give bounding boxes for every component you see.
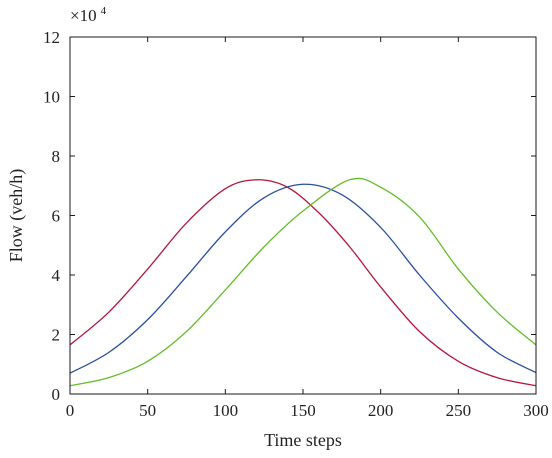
series-line-1	[69, 179, 537, 387]
x-tick-label: 200	[368, 401, 394, 420]
series-line-2	[69, 183, 537, 374]
y-exponent-power: 4	[101, 5, 107, 17]
y-axis-label: Flow (veh/h)	[6, 169, 27, 263]
y-exponent-base: ×10	[70, 6, 97, 25]
x-tick-label: 50	[139, 401, 156, 420]
y-tick-label: 12	[43, 28, 60, 47]
x-tick-label: 100	[213, 401, 239, 420]
x-tick-label: 300	[523, 401, 549, 420]
tick-marks	[69, 36, 537, 395]
y-tick-label: 6	[52, 207, 61, 226]
x-tick-label: 250	[446, 401, 472, 420]
tick-labels: 0 50 100 150 200 250 300 0 2 4 6 8 10 12	[43, 28, 549, 420]
y-tick-label: 4	[52, 266, 61, 285]
y-tick-label: 8	[52, 147, 61, 166]
x-axis-label: Time steps	[264, 430, 342, 450]
series-layer	[69, 177, 537, 387]
x-tick-label: 0	[66, 401, 75, 420]
y-tick-label: 0	[52, 385, 61, 404]
y-tick-label: 2	[52, 326, 61, 345]
x-tick-label: 150	[290, 401, 316, 420]
y-exponent-label: ×10 4	[70, 5, 107, 25]
series-line-3	[69, 177, 537, 387]
y-tick-label: 10	[43, 88, 60, 107]
